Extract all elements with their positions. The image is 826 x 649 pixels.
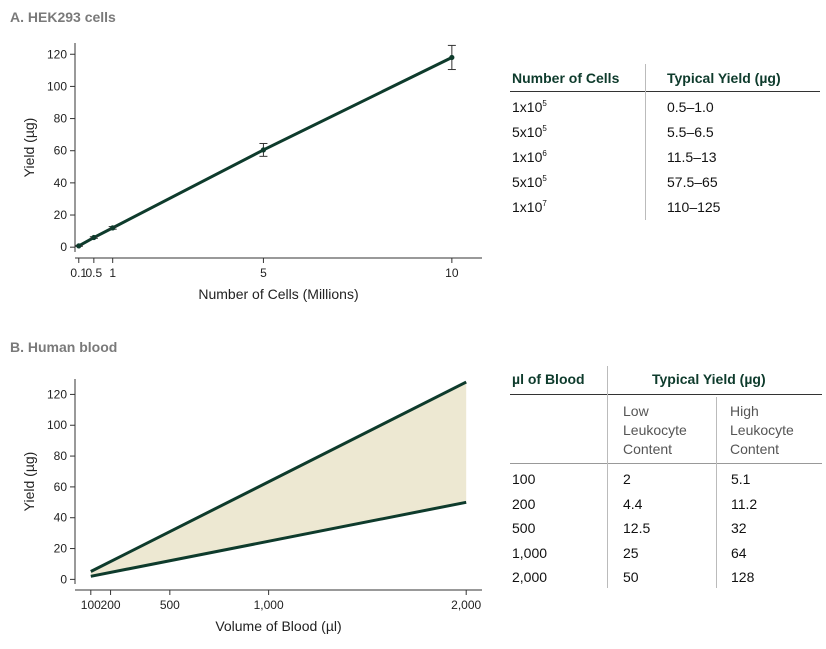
table-a-cell-cells: 5x105 — [512, 174, 547, 190]
chart-a-x-tick-label: 0.1 — [70, 266, 87, 280]
subheader-low-line: Content — [623, 441, 673, 457]
chart-b-y-tick-label: 60 — [54, 480, 68, 494]
cell-count-exponent: 5 — [542, 124, 547, 133]
chart-b-x-tick-label: 2,000 — [451, 598, 481, 612]
chart-b-y-tick-label: 120 — [47, 387, 67, 401]
table-b-cell-high: 32 — [731, 520, 747, 536]
table-b-cell-high: 5.1 — [731, 471, 751, 487]
table-b-subheader-divider — [510, 463, 822, 464]
table-a-cell-yield: 57.5–65 — [667, 174, 718, 190]
cell-count-base: 5x10 — [512, 124, 543, 140]
table-b-cell-volume: 1,000 — [512, 544, 548, 561]
chart-a-y-tick-label: 120 — [47, 47, 67, 61]
table-b-cell-low: 50 — [623, 569, 639, 585]
chart-a-data-point — [110, 225, 116, 231]
chart-b-x-tick-label: 100 — [81, 598, 101, 612]
table-b-cell-low: 2 — [623, 471, 631, 487]
cell-count-base: 1x10 — [512, 149, 543, 165]
table-b-cell-low: 25 — [623, 544, 639, 561]
chart-b-x-tick-label: 500 — [160, 598, 180, 612]
table-a-cell-cells: 1x107 — [512, 199, 547, 215]
table-a-cell-yield: 110–125 — [667, 199, 721, 215]
table-b-column-divider-2 — [716, 397, 717, 588]
table-a-cell-yield: 5.5–6.5 — [667, 124, 714, 140]
chart-a-title: A. HEK293 cells — [10, 9, 116, 25]
table-b-divider — [510, 394, 822, 395]
table-a-cell-yield: 0.5–1.0 — [667, 99, 714, 115]
table-a-cell-cells: 1x106 — [512, 149, 547, 165]
chart-a-y-tick-label: 100 — [47, 79, 67, 93]
table-a-cell-cells: 1x105 — [512, 99, 547, 115]
chart-a-x-tick-label: 5 — [260, 266, 267, 280]
chart-a-y-tick-label: 20 — [54, 208, 68, 222]
table-b-cell-volume: 100 — [512, 471, 536, 487]
chart-b-y-axis-label: Yield (µg) — [21, 452, 37, 512]
subheader-low-line: Low — [623, 403, 649, 419]
chart-a-y-tick-label: 40 — [54, 176, 68, 190]
cell-count-base: 1x10 — [512, 199, 543, 215]
chart-a-y-tick-label: 0 — [60, 240, 67, 254]
chart-b-y-tick-label: 20 — [54, 542, 68, 556]
chart-b-series-low — [90, 500, 467, 578]
table-a-header-cells: Number of Cells — [512, 70, 620, 86]
cell-count-base: 5x10 — [512, 174, 543, 190]
subheader-high-line: Content — [730, 441, 780, 457]
table-b-cell-high: 64 — [731, 544, 747, 561]
subheader-low-line: Leukocyte — [623, 422, 687, 438]
cell-count-exponent: 5 — [542, 174, 547, 183]
table-b-header-yield: Typical Yield (µg) — [652, 371, 766, 387]
subheader-high-line: High — [730, 403, 759, 419]
chart-b-x-axis-label: Volume of Blood (µl) — [215, 618, 341, 634]
table-b-cell-volume: 500 — [512, 520, 536, 536]
chart-b-title: B. Human blood — [10, 339, 118, 355]
cell-count-exponent: 7 — [542, 199, 547, 208]
table-b-cell-low: 12.5 — [623, 520, 651, 536]
cell-count-exponent: 5 — [542, 99, 547, 108]
chart-a: 0 20 40 60 80 100 120 0.10.5 1 5 10 Number of Cells… — [21, 43, 482, 302]
cell-count-exponent: 6 — [542, 149, 547, 158]
chart-a-y-tick-label: 60 — [54, 144, 68, 158]
chart-a-y-axis-label: Yield (µg) — [21, 118, 37, 178]
chart-b-series-high — [90, 380, 467, 573]
table-b-subheader-low: Low Leukocyte Content — [623, 402, 687, 459]
chart-b-x-tick-label: 200 — [101, 598, 121, 612]
chart-a-x-axis-label: Number of Cells (Millions) — [198, 286, 358, 302]
chart-a-data-point — [91, 234, 97, 241]
table-a-cell-cells: 5x105 — [512, 124, 547, 140]
table-a-divider — [510, 91, 820, 92]
chart-a-x-tick-label: 0.5 — [85, 266, 102, 280]
table-a-column-divider — [645, 64, 646, 220]
chart-b-y-tick-label: 100 — [47, 418, 67, 432]
table-b-column-divider-1 — [607, 366, 608, 588]
chart-a-data-point — [449, 54, 455, 61]
chart-a-data-point — [76, 243, 82, 249]
table-b-cell-volume: 200 — [512, 495, 536, 512]
table-a-cell-yield: 11.5–13 — [667, 149, 717, 165]
chart-a-data-point — [260, 147, 267, 153]
table-b-cell-high: 128 — [731, 569, 755, 585]
table-b-cell-volume: 2,000 — [512, 569, 548, 585]
chart-b-x-tick-label: 1,000 — [254, 598, 284, 612]
chart-b-y-tick-label: 40 — [54, 511, 68, 525]
table-b-subheader-high: High Leukocyte Content — [730, 402, 794, 459]
cell-count-base: 1x10 — [512, 99, 543, 115]
table-b-cell-low: 4.4 — [623, 495, 643, 512]
subheader-high-line: Leukocyte — [730, 422, 794, 438]
table-a-header-yield: Typical Yield (µg) — [667, 70, 781, 86]
chart-b-y-tick-label: 0 — [60, 572, 67, 586]
chart-a-y-tick-label: 80 — [54, 112, 68, 126]
table-b-header-volume: µl of Blood — [512, 371, 585, 387]
chart-a-x-tick-label: 1 — [109, 266, 116, 280]
chart-a-x-tick-label: 10 — [445, 266, 459, 280]
table-b-cell-high: 11.2 — [731, 495, 758, 512]
chart-b-y-tick-label: 80 — [54, 449, 68, 463]
